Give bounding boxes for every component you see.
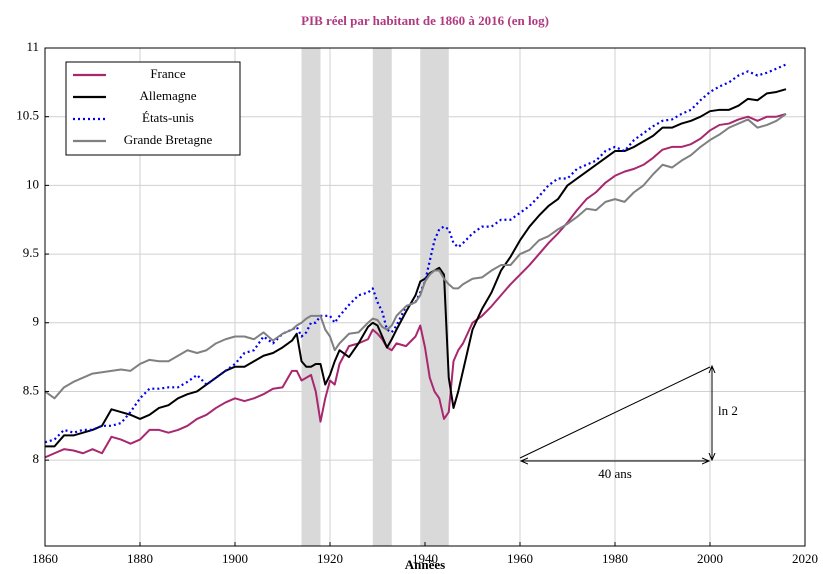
legend-label: États-unis <box>142 110 194 125</box>
x-tick-label: 1880 <box>127 551 153 566</box>
annotation-triangle: 40 ans ln 2 <box>519 366 738 481</box>
x-tick-label: 2000 <box>697 551 723 566</box>
shaded-period <box>372 48 392 546</box>
series-line <box>44 112 787 459</box>
y-tick-label: 11 <box>26 39 39 54</box>
x-tick-label: 1980 <box>602 551 628 566</box>
x-tick-label: 1860 <box>32 551 58 566</box>
x-tick-label: 1940 <box>412 551 438 566</box>
y-tick-label: 8.5 <box>23 382 39 397</box>
series-line <box>44 113 787 400</box>
annotation: 40 ans <box>598 466 632 481</box>
x-tick-label: 1900 <box>222 551 248 566</box>
legend: France Allemagne États-unis Grande Bretagne <box>65 61 241 156</box>
legend-box <box>65 61 241 156</box>
x-tick-label: 1920 <box>317 551 343 566</box>
y-tick-label: 9 <box>33 314 40 329</box>
chart-title: PIB réel par habitant de 1860 à 2016 (en… <box>301 13 549 28</box>
legend-label: Allemagne <box>139 88 196 103</box>
series-line <box>44 63 787 444</box>
shaded-periods <box>301 48 449 546</box>
y-tick-label: 9.5 <box>23 245 39 260</box>
legend-label: France <box>150 66 186 81</box>
x-tick-label: 1960 <box>507 551 533 566</box>
x-tick-label: 2020 <box>792 551 818 566</box>
x-axis-label: Années <box>405 557 445 572</box>
ticks: 1860 1880 1900 1920 1940 1960 1980 2000 2020 8 8.5… <box>16 39 818 566</box>
lines <box>44 63 787 459</box>
y-tick-label: 10 <box>26 176 39 191</box>
y-tick-label: 10.5 <box>16 108 39 123</box>
annotation: ln 2 <box>718 403 738 418</box>
shaded-period <box>420 48 449 546</box>
y-tick-label: 8 <box>33 451 40 466</box>
series-line <box>45 88 787 448</box>
hypotenuse <box>519 366 711 459</box>
shaded-period <box>301 48 321 546</box>
legend-label: Grande Bretagne <box>124 132 213 147</box>
